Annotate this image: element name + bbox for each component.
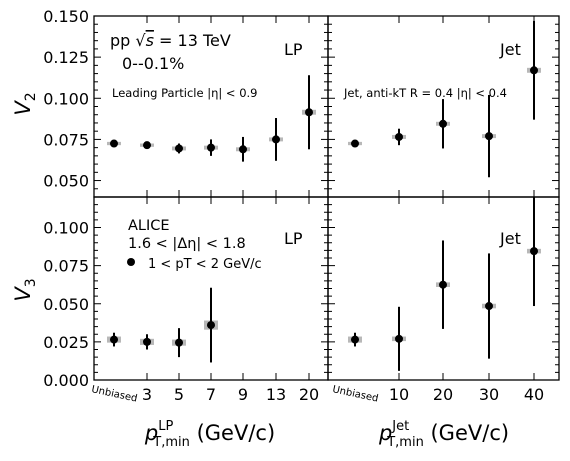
annotation-collision-system: pp √s = 13 TeV <box>110 31 231 50</box>
axis-ticks <box>94 15 559 381</box>
y-tick-label: 0.050 <box>43 172 89 191</box>
y-tick-label: 0.100 <box>43 89 89 108</box>
y-tick-label: 0.150 <box>43 7 89 26</box>
x-tick-label: 13 <box>266 385 286 404</box>
annotation-eta-gap: 1.6 < |Δη| < 1.8 <box>128 236 246 252</box>
x-tick-label: 9 <box>238 385 248 404</box>
data-point <box>530 247 538 256</box>
data-point <box>395 334 403 343</box>
xlabel-jet-sup: Jet <box>391 419 409 434</box>
annotation-lp-selection: Leading Particle |η| < 0.9 <box>112 86 258 100</box>
xlabel-lp-unit: (GeV/c) <box>190 421 275 445</box>
data-point <box>305 108 313 117</box>
ylabel-v2-sub: 2 <box>23 92 39 101</box>
tag-jet-bottom: Jet <box>499 229 521 248</box>
data-point <box>143 141 151 150</box>
annotation-experiment: ALICE <box>128 218 170 234</box>
y-tick-label: 0.025 <box>43 333 89 352</box>
data-point <box>351 139 359 148</box>
xlabel-lp-sub: T,min <box>152 435 190 450</box>
annotation-centrality: 0--0.1% <box>122 54 184 73</box>
sqrt-sign: √ <box>135 31 146 50</box>
xlabel-jet: pJet T,min (GeV/c) <box>378 419 509 450</box>
data-point <box>351 335 359 344</box>
ylabel-v2-main: V <box>11 100 35 116</box>
y-tick-label: 0.075 <box>43 257 89 276</box>
legend-entry-label: 1 < pT < 2 GeV/c <box>148 257 262 272</box>
x-tick-label: 20 <box>299 385 319 404</box>
x-tick-label: 10 <box>389 385 409 404</box>
x-tick-label: 7 <box>206 385 216 404</box>
legend-marker <box>127 258 135 266</box>
tag-lp-top: LP <box>284 40 303 59</box>
data-point <box>395 132 403 141</box>
data-point <box>175 144 183 153</box>
xlabel-lp-main: p <box>144 421 158 445</box>
data-point <box>530 66 538 75</box>
x-tick-label-unbiased: Unbiased <box>331 384 379 404</box>
x-tick-label: 40 <box>524 385 544 404</box>
x-tick-label: 20 <box>433 385 453 404</box>
annotation-jet-selection: Jet, anti-kT R = 0.4 |η| < 0.4 <box>343 86 507 100</box>
data-point <box>239 145 247 154</box>
data-point <box>175 338 183 347</box>
data-point <box>485 302 493 311</box>
data-point <box>110 335 118 344</box>
tag-lp-bottom: LP <box>284 229 303 248</box>
y-tick-label: 0.125 <box>43 48 89 67</box>
xlabel-lp: pLP T,min (GeV/c) <box>144 419 275 450</box>
data-point <box>207 143 215 152</box>
annotation-energy: = 13 TeV <box>154 31 231 50</box>
data-point <box>110 139 118 148</box>
y-tick-label: 0.100 <box>43 219 89 238</box>
tag-jet-top: Jet <box>499 40 521 59</box>
x-tick-label: 30 <box>479 385 499 404</box>
xlabel-jet-sub: T,min <box>386 435 424 450</box>
x-tick-label-unbiased: Unbiased <box>90 384 138 404</box>
data-point <box>207 321 215 330</box>
xlabel-jet-unit: (GeV/c) <box>424 421 509 445</box>
data-point <box>143 337 151 346</box>
y-tick-label: 0.050 <box>43 295 89 314</box>
xlabel-jet-main: p <box>378 421 392 445</box>
annotation-sqrt-s: s <box>146 31 154 50</box>
data-point <box>485 132 493 141</box>
xlabel-lp-sup: LP <box>158 419 173 434</box>
ylabel-v3: V3 <box>11 278 39 301</box>
data-point <box>439 119 447 128</box>
ylabel-v2: V2 <box>11 92 39 115</box>
data-point <box>272 135 280 144</box>
data-marks <box>107 20 541 371</box>
y-tick-label: 0.075 <box>43 130 89 149</box>
annotation-system-prefix: pp <box>110 31 135 50</box>
y-tick-label: 0.000 <box>43 371 89 390</box>
ylabel-v3-sub: 3 <box>23 278 39 287</box>
x-tick-label: 3 <box>142 385 152 404</box>
x-tick-label: 5 <box>174 385 184 404</box>
ylabel-v3-main: V <box>11 286 35 302</box>
data-point <box>439 280 447 289</box>
axis-tick-labels: 0.050 0.075 0.100 0.125 0.150 0.000 0.025 0.050… <box>43 7 544 405</box>
